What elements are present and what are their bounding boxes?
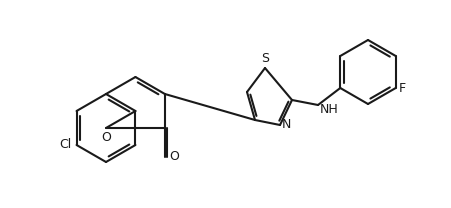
Text: N: N <box>281 119 291 131</box>
Text: Cl: Cl <box>59 139 71 151</box>
Text: O: O <box>169 150 178 163</box>
Text: F: F <box>398 82 405 94</box>
Text: S: S <box>260 52 268 65</box>
Text: NH: NH <box>319 103 338 116</box>
Text: O: O <box>101 131 110 144</box>
